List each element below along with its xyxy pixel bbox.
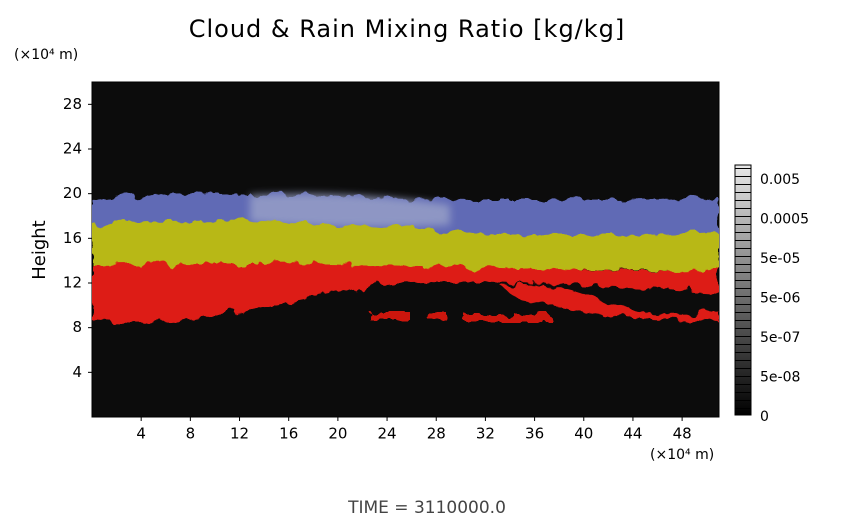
- x-tick-label: 44: [623, 425, 642, 443]
- y-axis-label: Height: [29, 220, 50, 280]
- chart-title: Cloud & Rain Mixing Ratio [kg/kg]: [189, 15, 626, 43]
- y-tick-label: 8: [72, 318, 82, 336]
- colorbar-label: 0.005: [760, 172, 800, 188]
- x-tick-label: 36: [525, 425, 544, 443]
- x-tick-label: 16: [279, 425, 298, 443]
- colorbar-label: 0.0005: [760, 212, 809, 228]
- x-tick-label: 40: [574, 425, 593, 443]
- y-tick-label: 12: [63, 274, 82, 292]
- y-tick-label: 4: [72, 363, 82, 381]
- y-tick-label: 28: [63, 95, 82, 113]
- colorbar-label: 5e-08: [760, 370, 800, 386]
- colorbar-lines: [735, 165, 751, 415]
- x-tick-label: 20: [328, 425, 347, 443]
- x-tick-label: 8: [186, 425, 196, 443]
- field-image: [92, 193, 719, 323]
- x-tick-label: 32: [476, 425, 495, 443]
- x-tick-label: 4: [136, 425, 146, 443]
- colorbar-label: 5e-07: [760, 330, 800, 346]
- y-unit: (×10⁴ m): [14, 47, 78, 63]
- x-tick-label: 12: [230, 425, 249, 443]
- y-tick-label: 20: [63, 184, 82, 202]
- colorbar-label: 5e-05: [760, 251, 800, 267]
- y-tick-label: 16: [63, 229, 82, 247]
- x-tick-label: 48: [673, 425, 692, 443]
- footer: TIME = 3110000.0: [347, 498, 506, 518]
- y-tick-label: 24: [63, 140, 82, 158]
- colorbar-label: 5e-06: [760, 291, 800, 307]
- x-tick-label: 24: [378, 425, 397, 443]
- colorbar-label: 0: [760, 409, 769, 425]
- x-unit: (×10⁴ m): [650, 447, 714, 463]
- x-tick-label: 28: [427, 425, 446, 443]
